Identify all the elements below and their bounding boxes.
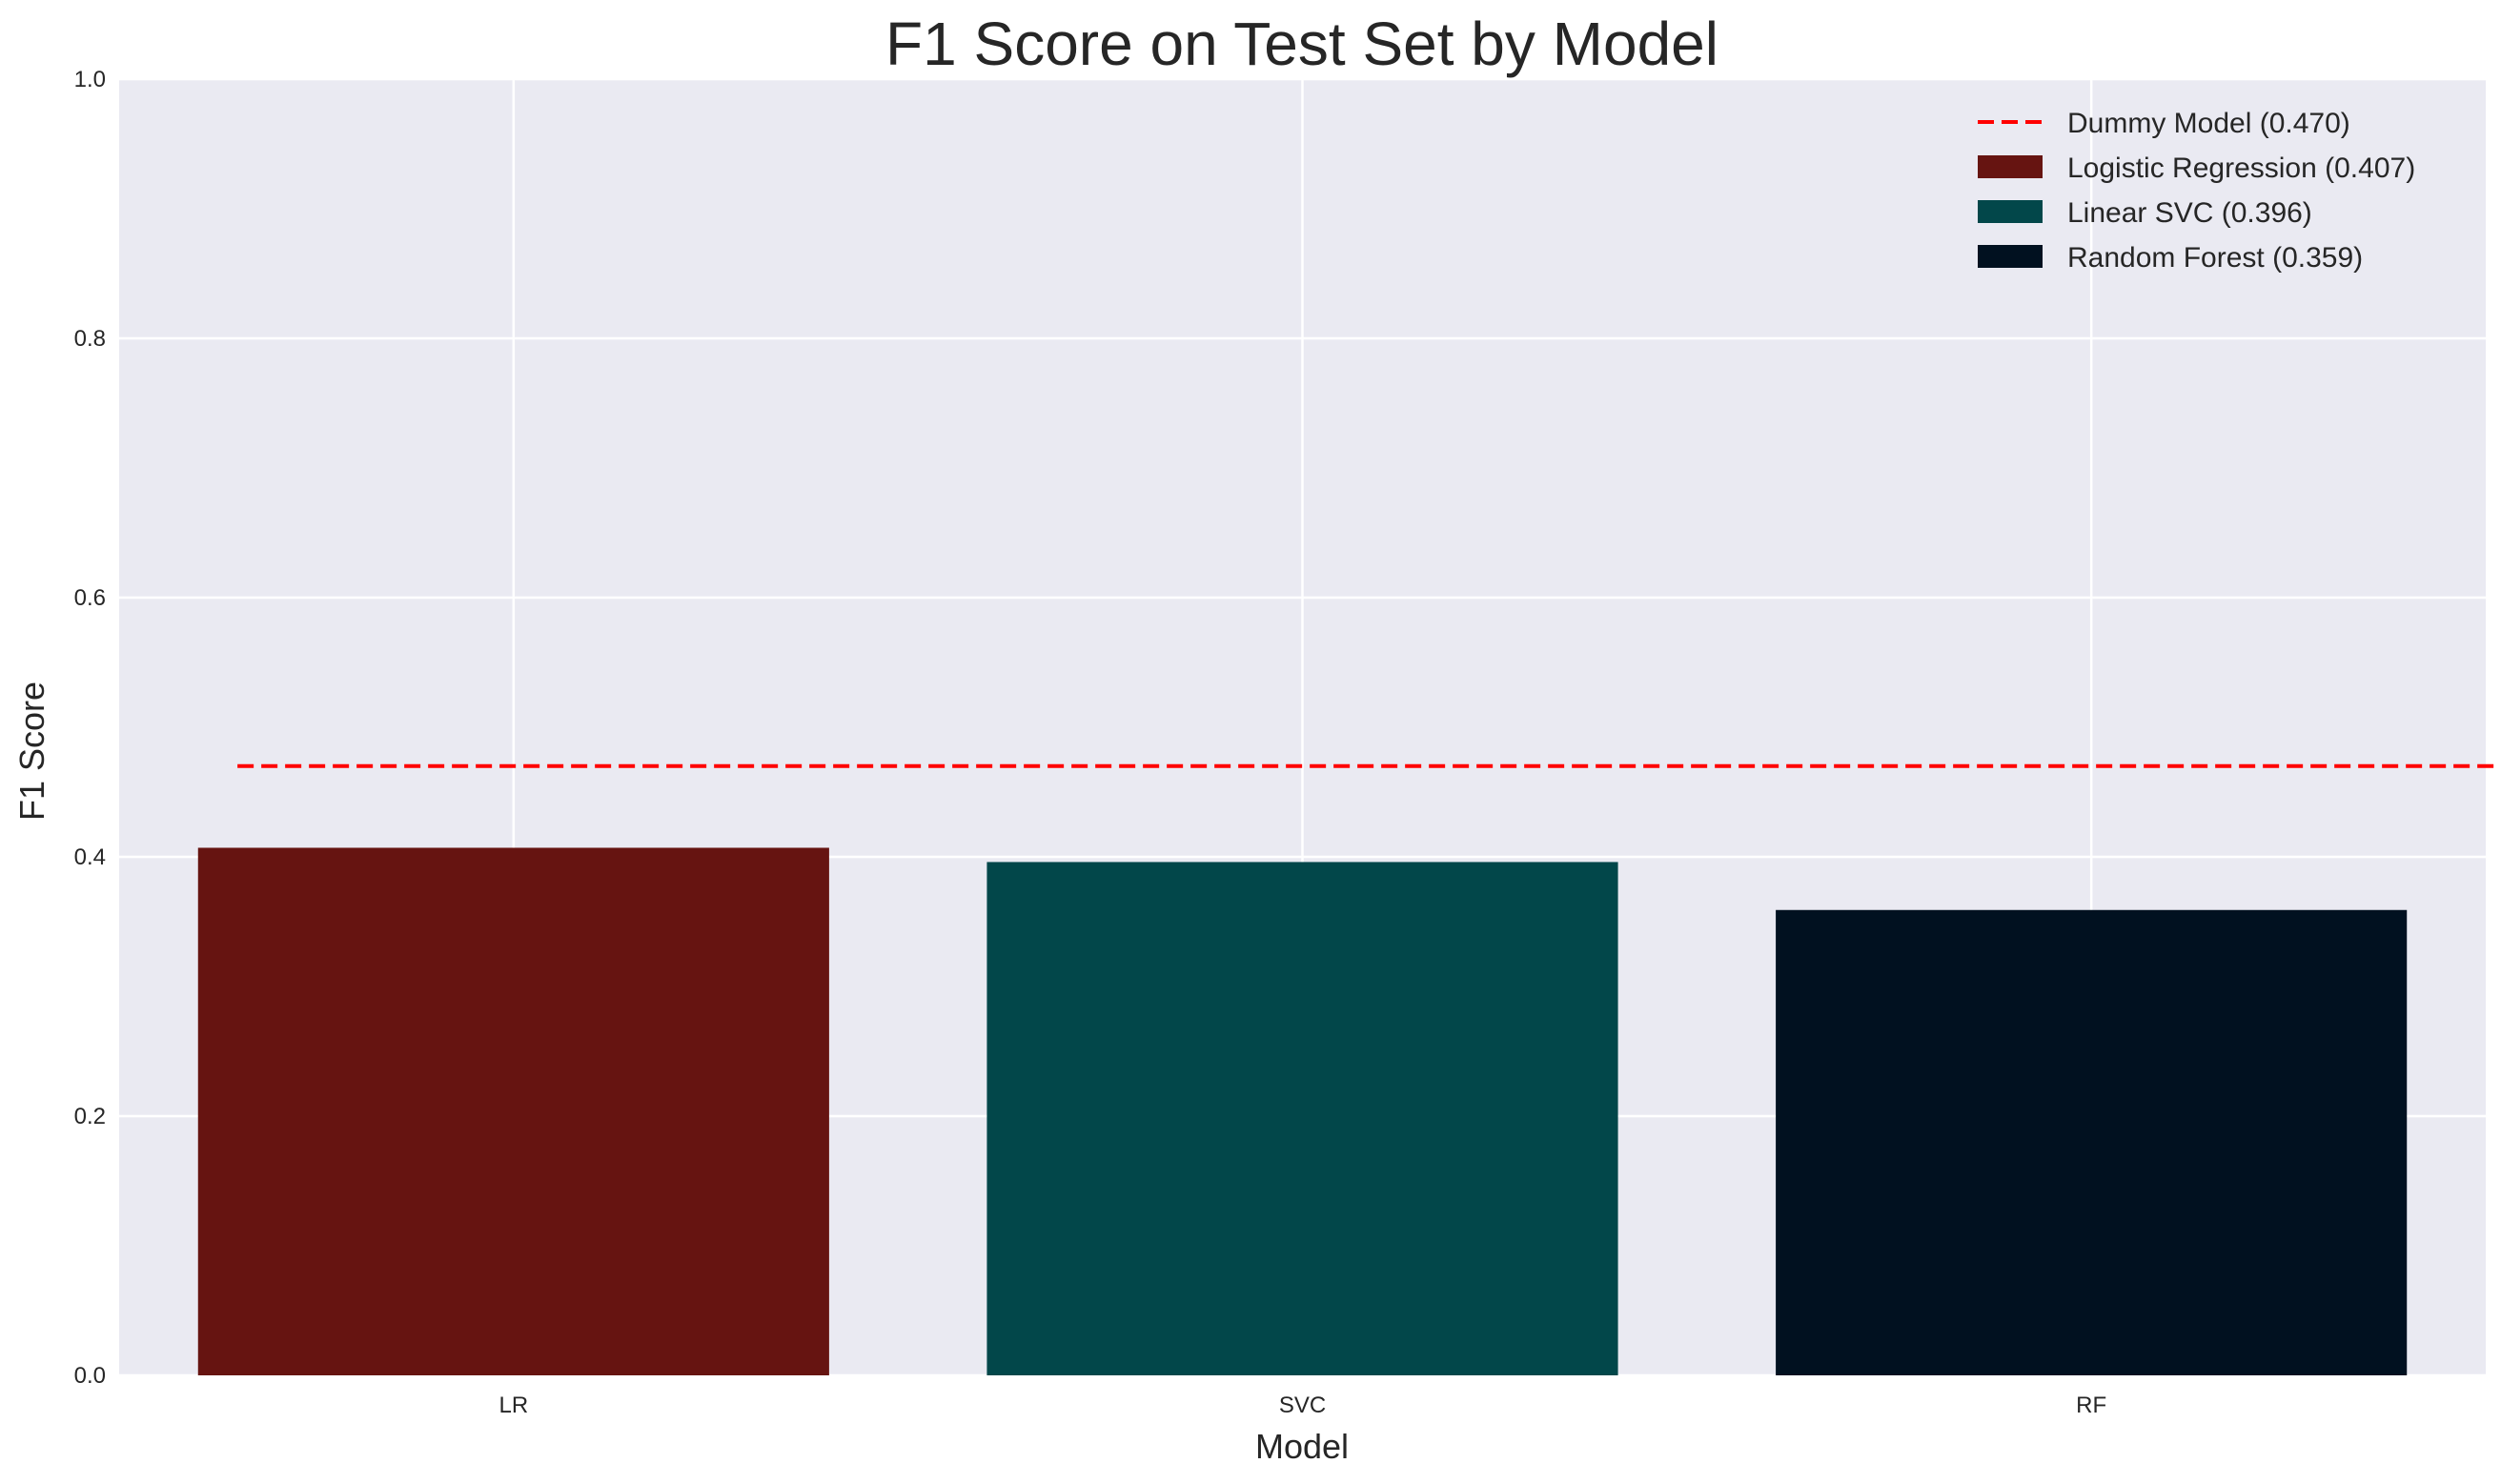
bar-rf bbox=[1776, 909, 2408, 1375]
x-axis-label: Model bbox=[1255, 1427, 1349, 1466]
legend-label-linear-svc: Linear SVC (0.396) bbox=[2067, 197, 2312, 229]
bar-svc bbox=[986, 862, 1618, 1375]
y-tick-label: 0.4 bbox=[74, 844, 106, 870]
bars bbox=[197, 847, 2408, 1375]
legend-label-dummy-model: Dummy Model (0.470) bbox=[2067, 108, 2350, 139]
y-tick-label: 0.6 bbox=[74, 585, 106, 611]
y-axis-label: F1 Score bbox=[12, 681, 51, 821]
legend-label-random-forest: Random Forest (0.359) bbox=[2067, 242, 2363, 274]
y-tick-labels: 0.0 0.2 0.4 0.6 0.8 1.0 bbox=[74, 67, 106, 1389]
y-tick-label: 1.0 bbox=[74, 67, 106, 92]
legend-swatch-linear-svc bbox=[1978, 200, 2043, 223]
x-tick-label-svc: SVC bbox=[1279, 1393, 1326, 1418]
bar-lr bbox=[197, 847, 829, 1375]
x-tick-label-lr: LR bbox=[498, 1393, 528, 1418]
legend-label-logistic-regression: Logistic Regression (0.407) bbox=[2067, 152, 2415, 184]
x-tick-label-rf: RF bbox=[2076, 1393, 2106, 1418]
y-tick-label: 0.2 bbox=[74, 1104, 106, 1129]
legend-swatch-random-forest bbox=[1978, 245, 2043, 268]
y-tick-label: 0.0 bbox=[74, 1363, 106, 1389]
x-tick-labels: LR SVC RF bbox=[498, 1393, 2106, 1418]
y-tick-label: 0.8 bbox=[74, 326, 106, 352]
legend: Dummy Model (0.470) Logistic Regression (… bbox=[1978, 108, 2415, 274]
chart-title: F1 Score on Test Set by Model bbox=[885, 10, 1718, 78]
legend-swatch-logistic-regression bbox=[1978, 155, 2043, 178]
